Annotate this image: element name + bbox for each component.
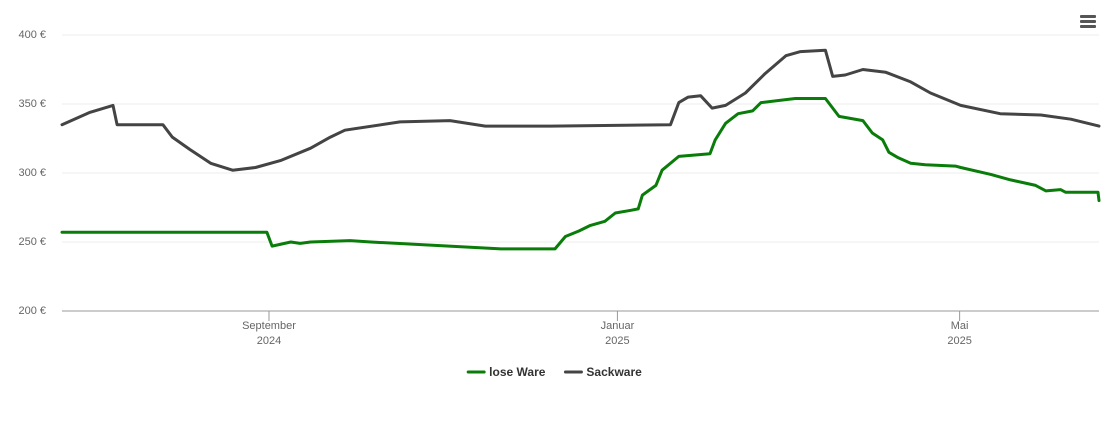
- series-line: [60, 48, 1101, 172]
- menu-bar: [1080, 15, 1096, 18]
- y-tick-label: 400 €: [18, 29, 46, 41]
- menu-bar: [1080, 20, 1096, 23]
- series-line: [60, 97, 1101, 251]
- menu-button[interactable]: [1076, 12, 1100, 32]
- y-tick-label: 250 €: [18, 236, 46, 248]
- y-tick-label: 300 €: [18, 167, 46, 179]
- legend-label: lose Ware: [489, 365, 546, 379]
- y-tick-label: 200 €: [18, 305, 46, 317]
- x-tick-label: September 2024: [242, 320, 296, 347]
- menu-bar: [1080, 25, 1096, 28]
- y-tick-label: 350 €: [18, 98, 46, 110]
- x-tick-label: Januar 2025: [600, 320, 635, 347]
- legend: lose Ware Sackware: [466, 365, 642, 379]
- legend-item[interactable]: Sackware: [563, 365, 642, 379]
- legend-item[interactable]: lose Ware: [466, 365, 546, 379]
- legend-label: Sackware: [586, 365, 642, 379]
- x-tick-label: Mai 2025: [947, 320, 972, 347]
